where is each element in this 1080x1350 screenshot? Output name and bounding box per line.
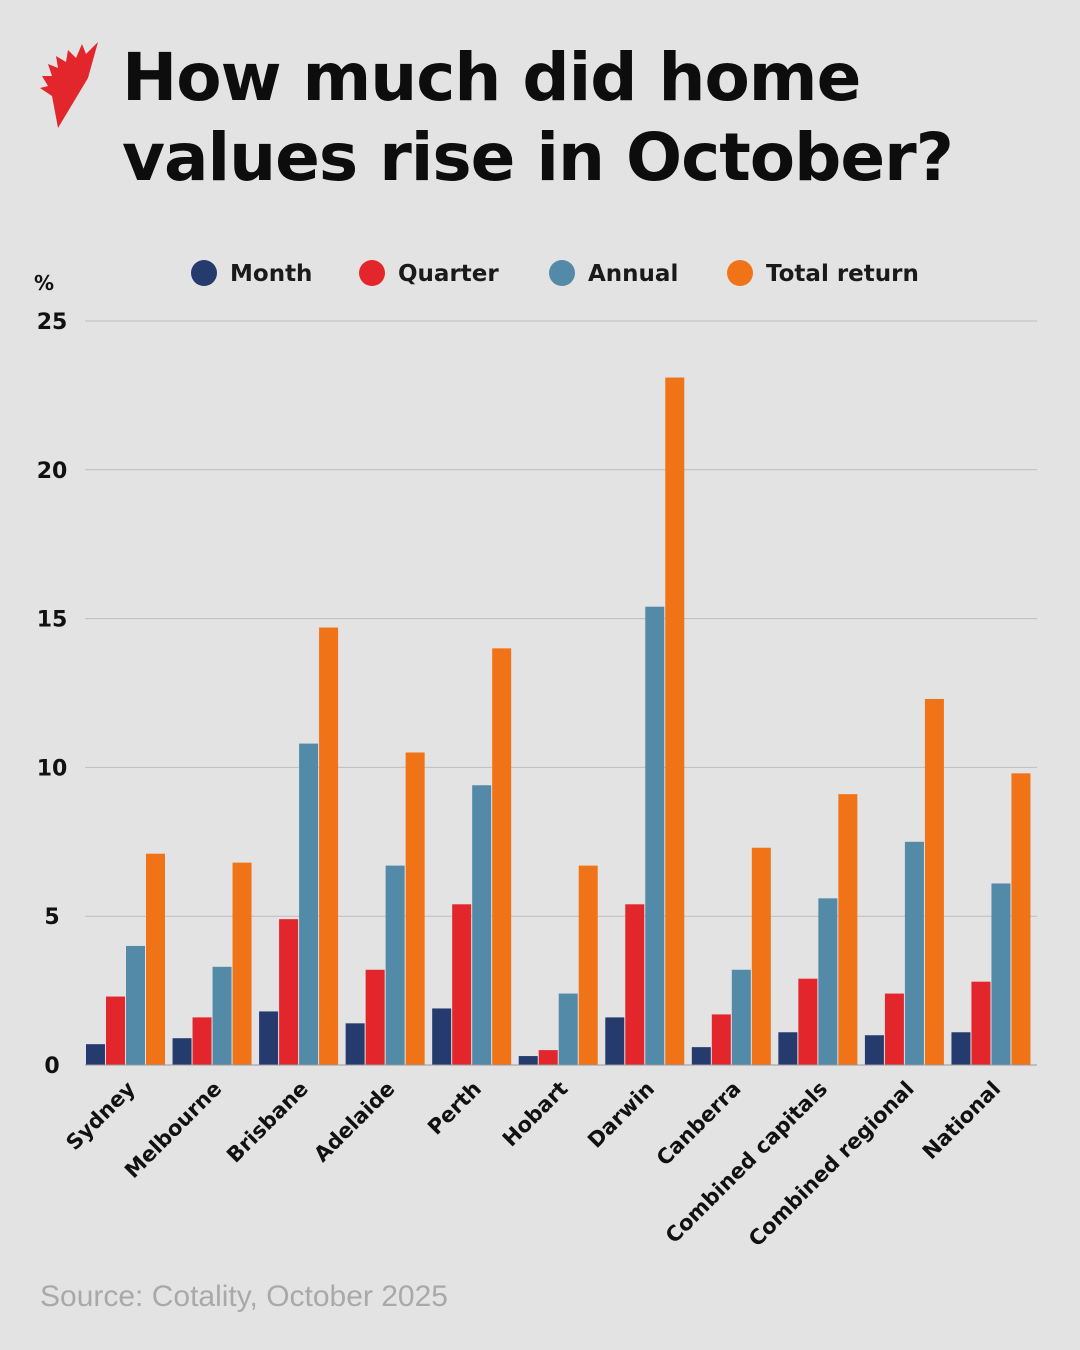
x-tick-label: Sydney: [62, 1076, 141, 1155]
legend-marker: [549, 260, 575, 286]
legend-label: Total return: [766, 261, 919, 287]
bar: [106, 996, 125, 1065]
x-tick-label: Canberra: [652, 1077, 746, 1171]
bar: [665, 377, 685, 1065]
bar: [711, 1014, 731, 1065]
bar: [279, 919, 299, 1065]
bar: [971, 981, 991, 1065]
bar: [884, 993, 904, 1065]
bar: [518, 1056, 538, 1065]
bar: [751, 847, 771, 1065]
bar: [126, 945, 145, 1065]
bar: [405, 752, 425, 1065]
source-note: Source: Cotality, October 2025: [40, 1280, 448, 1313]
bar: [778, 1032, 798, 1065]
y-axis-label: %: [34, 271, 54, 295]
x-tick-label: National: [918, 1077, 1005, 1164]
x-tick-label: Combined capitals: [661, 1077, 832, 1248]
x-tick-label: Perth: [423, 1077, 486, 1140]
bar: [192, 1017, 212, 1065]
x-tick-label: Hobart: [498, 1077, 573, 1152]
legend-marker: [727, 260, 753, 286]
chart-title: How much did home values rise in October…: [122, 39, 954, 196]
bar: [991, 883, 1011, 1065]
bar: [924, 698, 944, 1065]
y-tick-label: 25: [37, 310, 68, 335]
bar: [818, 898, 838, 1065]
bar: [558, 993, 578, 1065]
bar: [86, 1044, 105, 1065]
bar: [691, 1047, 711, 1065]
legend-label: Quarter: [398, 261, 499, 287]
legend-marker: [359, 260, 385, 286]
bar: [492, 648, 512, 1065]
bar: [538, 1050, 558, 1065]
bar: [172, 1038, 192, 1065]
y-tick-label: 5: [44, 905, 59, 930]
bar: [212, 966, 232, 1065]
legend-label: Annual: [588, 261, 678, 287]
legend-label: Month: [230, 261, 312, 287]
bar: [345, 1023, 365, 1065]
bar: [864, 1035, 884, 1065]
y-tick-label: 0: [44, 1054, 59, 1079]
legend-marker: [191, 260, 217, 286]
bar: [904, 841, 924, 1065]
bar: [385, 865, 405, 1065]
bar: [432, 1008, 452, 1065]
sbs-logo-icon: [40, 42, 98, 128]
x-tick-label: Combined regional: [744, 1077, 919, 1252]
bar: [146, 853, 165, 1065]
x-tick-label: Adelaide: [309, 1077, 399, 1167]
x-tick-label: Brisbane: [222, 1077, 313, 1168]
bar: [232, 862, 252, 1065]
bar: [472, 785, 492, 1065]
bar: [645, 606, 665, 1065]
bar: [365, 969, 385, 1065]
y-tick-label: 15: [37, 608, 68, 633]
bar: [838, 794, 858, 1065]
bar: [299, 743, 319, 1065]
bar: [731, 969, 751, 1065]
y-tick-label: 10: [37, 756, 68, 781]
bar: [951, 1032, 971, 1065]
bar: [605, 1017, 625, 1065]
bar: [452, 904, 472, 1065]
bar: [625, 904, 645, 1065]
bar: [798, 978, 818, 1065]
bar: [319, 627, 339, 1065]
bar: [1011, 773, 1031, 1065]
x-tick-label: Darwin: [583, 1077, 659, 1153]
y-tick-label: 20: [37, 459, 68, 484]
bar: [259, 1011, 279, 1065]
bar: [578, 865, 598, 1065]
